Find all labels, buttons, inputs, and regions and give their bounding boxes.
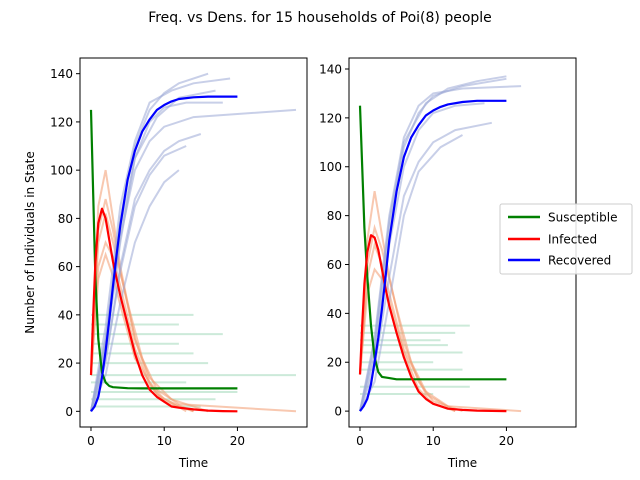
right-y-tick-label-80: 80 bbox=[327, 209, 342, 223]
left-x-axis-label: Time bbox=[178, 456, 208, 470]
right-x-tick-label-20: 20 bbox=[499, 434, 514, 448]
left-y-tick-label-120: 120 bbox=[50, 115, 73, 129]
legend-infected-label: Infected bbox=[548, 233, 597, 247]
right-mean-recovered-line bbox=[359, 99, 507, 412]
right-sample-recovered-5 bbox=[359, 75, 507, 412]
left-y-tick-label-0: 0 bbox=[65, 405, 73, 419]
right-mean-susceptible-line bbox=[358, 105, 507, 381]
legend-susceptible-label: Susceptible bbox=[548, 211, 617, 225]
right-y-tick-label-120: 120 bbox=[319, 111, 342, 125]
legend-recovered-label: Recovered bbox=[548, 254, 611, 268]
right-y-tick-label-20: 20 bbox=[327, 356, 342, 370]
left-y-tick-label-100: 100 bbox=[50, 164, 73, 178]
right-y-tick-label-140: 140 bbox=[319, 62, 342, 76]
right-mean-infected-line bbox=[358, 234, 507, 413]
left-axes-frame bbox=[79, 57, 308, 428]
left-x-tick-label-0: 0 bbox=[87, 434, 95, 448]
left-ticks: 0 10 20 0 20 40 60 80 100 120 140 bbox=[50, 67, 245, 448]
right-panel: 0 10 20 0 20 40 60 80 100 120 140 Time bbox=[319, 57, 577, 470]
left-y-tick-label-60: 60 bbox=[58, 260, 73, 274]
left-y-axis-label: Number of Individuals in State bbox=[23, 151, 37, 333]
legend-box bbox=[499, 203, 633, 275]
left-sample-recovered-7 bbox=[90, 89, 216, 412]
right-x-axis-label: Time bbox=[447, 456, 477, 470]
left-y-tick-label-20: 20 bbox=[58, 357, 73, 371]
left-sample-recovered-3 bbox=[90, 77, 231, 412]
right-sample-recovered-4 bbox=[359, 102, 485, 412]
right-y-tick-label-100: 100 bbox=[319, 160, 342, 174]
right-ticks: 0 10 20 0 20 40 60 80 100 120 140 bbox=[319, 62, 514, 448]
left-sample-infected-3 bbox=[90, 213, 297, 413]
right-x-tick-label-10: 10 bbox=[426, 434, 441, 448]
right-y-tick-label-0: 0 bbox=[334, 405, 342, 419]
right-y-tick-label-40: 40 bbox=[327, 307, 342, 321]
left-x-tick-label-20: 20 bbox=[230, 434, 245, 448]
left-x-tick-label-10: 10 bbox=[157, 434, 172, 448]
right-plot-layer bbox=[358, 75, 522, 413]
figure-title: Freq. vs Dens. for 15 households of Poi(… bbox=[148, 10, 492, 26]
left-y-tick-label-140: 140 bbox=[50, 67, 73, 81]
left-panel: 0 10 20 0 20 40 60 80 100 120 140 Time Number of I… bbox=[23, 57, 308, 470]
right-x-tick-label-0: 0 bbox=[356, 434, 364, 448]
left-y-tick-label-80: 80 bbox=[58, 212, 73, 226]
right-sample-infected-2 bbox=[359, 223, 522, 413]
right-sample-recovered-3 bbox=[359, 134, 463, 412]
left-mean-susceptible-line bbox=[89, 109, 238, 390]
right-y-tick-label-60: 60 bbox=[327, 258, 342, 272]
left-mean-infected-line bbox=[89, 207, 238, 413]
left-mean-recovered-line bbox=[90, 95, 238, 412]
left-sample-recovered-5 bbox=[90, 169, 180, 412]
left-plot-layer bbox=[89, 72, 297, 413]
legend: Susceptible Infected Recovered bbox=[499, 203, 633, 275]
left-y-tick-label-40: 40 bbox=[58, 308, 73, 322]
